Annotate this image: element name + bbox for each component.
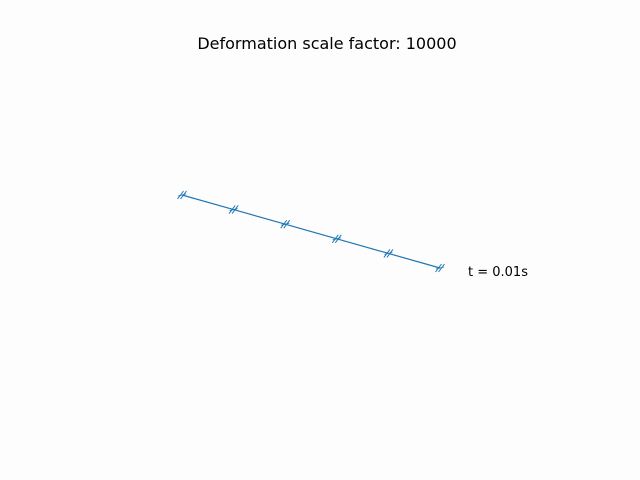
- node-support-marker: [177, 190, 187, 200]
- chart-title: Deformation scale factor: 10000: [197, 34, 456, 53]
- plot-area: [177, 190, 445, 273]
- node-support-marker: [435, 263, 445, 273]
- node-support-marker: [280, 219, 291, 229]
- node-support-marker: [228, 205, 239, 214]
- beam-line: [181, 194, 441, 269]
- node-support-marker: [383, 249, 394, 258]
- node-support-marker: [331, 234, 342, 244]
- time-annotation: t = 0.01s: [468, 265, 528, 280]
